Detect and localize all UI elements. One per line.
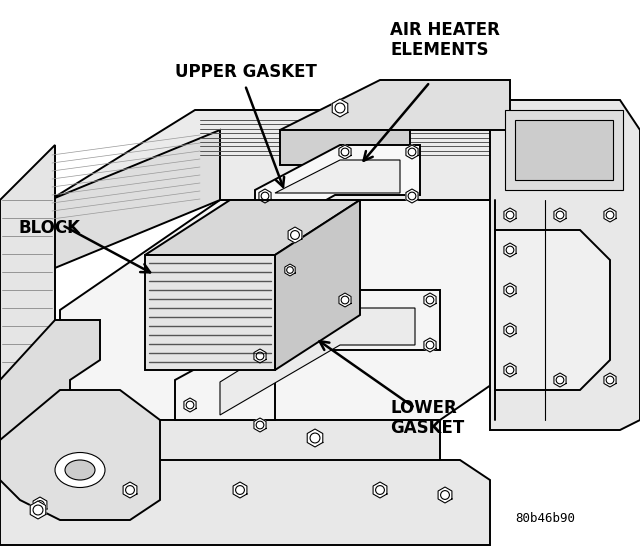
Polygon shape — [233, 482, 247, 498]
Ellipse shape — [65, 460, 95, 480]
Polygon shape — [490, 100, 640, 430]
Polygon shape — [123, 482, 137, 498]
Polygon shape — [145, 200, 360, 255]
Polygon shape — [175, 290, 440, 420]
Polygon shape — [406, 145, 418, 159]
Polygon shape — [604, 373, 616, 387]
Polygon shape — [0, 460, 490, 545]
Bar — [515, 120, 613, 180]
Polygon shape — [50, 110, 600, 200]
Polygon shape — [60, 420, 440, 470]
Polygon shape — [50, 130, 220, 270]
Polygon shape — [30, 501, 46, 519]
Polygon shape — [604, 208, 616, 222]
Polygon shape — [0, 145, 55, 480]
Polygon shape — [339, 145, 351, 159]
Polygon shape — [332, 99, 348, 117]
Polygon shape — [504, 363, 516, 377]
Polygon shape — [504, 243, 516, 257]
Polygon shape — [424, 293, 436, 307]
Polygon shape — [254, 418, 266, 432]
Text: LOWER
GASKET: LOWER GASKET — [390, 398, 464, 437]
Polygon shape — [259, 189, 271, 203]
Text: BLOCK: BLOCK — [18, 219, 80, 237]
Polygon shape — [373, 482, 387, 498]
Polygon shape — [288, 227, 302, 243]
Text: AIR HEATER
ELEMENTS: AIR HEATER ELEMENTS — [390, 21, 500, 59]
Bar — [145, 255, 275, 370]
Polygon shape — [255, 145, 420, 240]
Polygon shape — [438, 487, 452, 503]
Polygon shape — [60, 200, 600, 420]
Polygon shape — [275, 200, 360, 370]
Polygon shape — [554, 208, 566, 222]
Polygon shape — [504, 323, 516, 337]
Text: 80b46b90: 80b46b90 — [515, 512, 575, 525]
Polygon shape — [339, 293, 351, 307]
Polygon shape — [424, 338, 436, 352]
Polygon shape — [495, 230, 610, 390]
Bar — [505, 110, 623, 190]
Polygon shape — [0, 320, 100, 460]
Polygon shape — [0, 390, 160, 520]
Polygon shape — [280, 80, 510, 130]
Polygon shape — [285, 264, 295, 276]
Polygon shape — [307, 429, 323, 447]
Ellipse shape — [55, 453, 105, 488]
Polygon shape — [406, 189, 418, 203]
Polygon shape — [504, 208, 516, 222]
Polygon shape — [554, 373, 566, 387]
Polygon shape — [280, 130, 410, 165]
Polygon shape — [33, 497, 47, 513]
Polygon shape — [275, 160, 400, 193]
Polygon shape — [254, 349, 266, 363]
Text: UPPER GASKET: UPPER GASKET — [175, 63, 317, 81]
Polygon shape — [184, 398, 196, 412]
Polygon shape — [504, 283, 516, 297]
Polygon shape — [220, 308, 415, 415]
